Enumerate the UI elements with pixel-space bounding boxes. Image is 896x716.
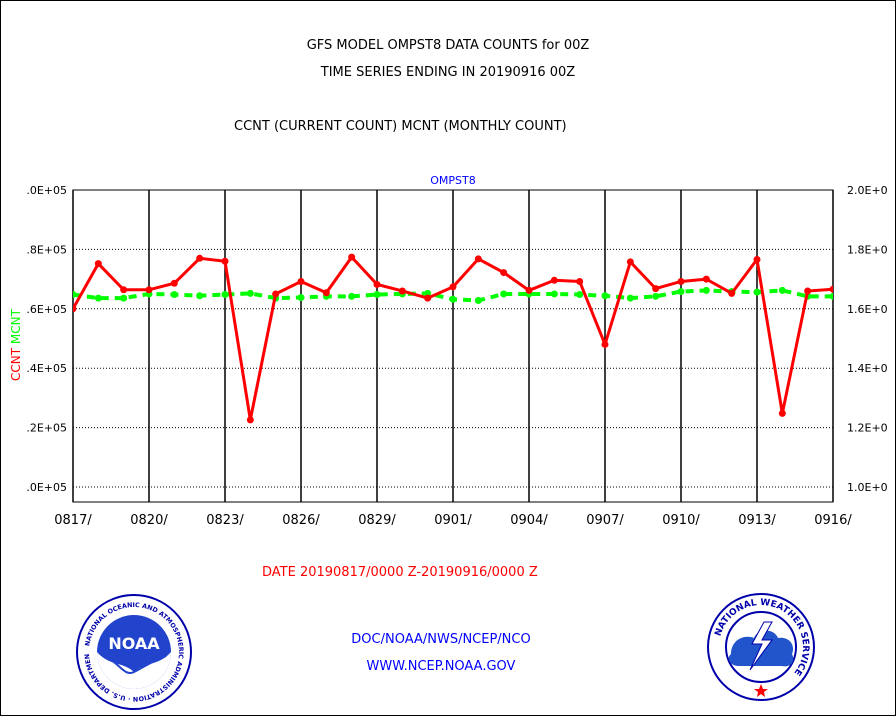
data-point-ccnt (120, 286, 128, 294)
star-icon (754, 684, 768, 697)
data-point-ccnt (373, 280, 381, 288)
noaa-logo-text: NOAA (108, 634, 160, 653)
x-tick-label: 0910/ (662, 513, 700, 528)
x-tick-label: 0817/ (54, 513, 92, 528)
y-tick-label-left: .2E+05 (26, 422, 67, 435)
data-point-mcnt (348, 292, 356, 300)
data-point-ccnt (500, 269, 508, 277)
x-tick-label: 0820/ (130, 513, 168, 528)
x-tick-label: 0829/ (358, 513, 396, 528)
data-point-ccnt (246, 416, 254, 424)
data-point-mcnt (702, 286, 710, 294)
data-point-ccnt (322, 289, 330, 297)
y-tick-label-left: .4E+05 (26, 362, 67, 375)
panel-label: OMPST8 (430, 174, 475, 187)
data-point-mcnt (373, 291, 381, 299)
y-tick-label-right: 1.4E+0 (847, 362, 888, 375)
x-tick-label: 0913/ (738, 513, 776, 528)
data-point-ccnt (652, 285, 660, 293)
data-point-ccnt (778, 409, 786, 417)
data-point-ccnt (474, 255, 482, 263)
y-tick-label-left: .0E+05 (26, 184, 67, 197)
data-point-mcnt (829, 292, 833, 300)
x-tick-label: 0907/ (586, 513, 624, 528)
data-point-mcnt (449, 295, 457, 303)
data-point-mcnt (778, 286, 786, 294)
data-point-mcnt (474, 296, 482, 304)
x-tick-label: 0904/ (510, 513, 548, 528)
data-point-ccnt (550, 276, 558, 284)
data-point-mcnt (196, 292, 204, 300)
y-tick-label-left: .8E+05 (26, 243, 67, 256)
data-point-ccnt (145, 286, 153, 294)
data-point-mcnt (601, 292, 609, 300)
y-tick-label-right: 1.8E+0 (847, 243, 888, 256)
data-point-ccnt (196, 254, 204, 262)
data-point-ccnt (677, 277, 685, 285)
data-point-mcnt (170, 291, 178, 299)
data-point-ccnt (73, 305, 77, 313)
data-point-mcnt (297, 294, 305, 302)
x-tick-label: 0901/ (434, 513, 472, 528)
nws-logo: NATIONAL WEATHER SERVICE (707, 593, 815, 701)
footer-url[interactable]: WWW.NCEP.NOAA.GOV (366, 659, 516, 674)
x-tick-label: 0823/ (206, 513, 244, 528)
data-point-mcnt (73, 291, 77, 299)
y-axis-label-mcnt: MCNT (9, 308, 23, 344)
x-tick-label: 0826/ (282, 513, 320, 528)
data-point-ccnt (94, 260, 102, 268)
data-point-mcnt (677, 288, 685, 296)
chart-subtitle: CCNT (CURRENT COUNT) MCNT (MONTHLY COUNT… (234, 119, 567, 134)
data-point-ccnt (576, 277, 584, 285)
data-point-ccnt (728, 289, 736, 297)
x-tick-label: 0916/ (814, 513, 852, 528)
data-point-mcnt (246, 289, 254, 297)
footer-agency[interactable]: DOC/NOAA/NWS/NCEP/NCO (351, 632, 531, 647)
y-tick-label-right: 2.0E+0 (847, 184, 888, 197)
x-axis-label: DATE 20190817/0000 Z-20190916/0000 Z (262, 565, 538, 580)
data-point-ccnt (601, 340, 609, 348)
data-point-mcnt (626, 294, 634, 302)
data-point-mcnt (120, 294, 128, 302)
data-point-mcnt (753, 288, 761, 296)
data-point-ccnt (170, 279, 178, 287)
data-point-ccnt (525, 286, 533, 294)
data-point-ccnt (221, 257, 229, 265)
data-point-ccnt (702, 275, 710, 283)
noaa-logo: NOAA NATIONAL OCEANIC AND ATMOSPHERIC AD… (74, 592, 192, 710)
data-point-ccnt (297, 277, 305, 285)
data-point-ccnt (829, 285, 833, 293)
data-point-ccnt (398, 287, 406, 295)
data-point-ccnt (626, 258, 634, 266)
y-tick-label-left: .0E+05 (26, 481, 67, 494)
data-point-mcnt (550, 290, 558, 298)
y-axis-label-ccnt: CCNT (9, 344, 23, 381)
data-point-ccnt (449, 283, 457, 291)
data-point-ccnt (424, 294, 432, 302)
y-tick-label-right: 1.0E+0 (847, 481, 888, 494)
data-point-mcnt (500, 290, 508, 298)
data-point-mcnt (576, 291, 584, 299)
data-point-ccnt (753, 255, 761, 263)
data-point-ccnt (272, 290, 280, 298)
data-point-ccnt (804, 287, 812, 295)
y-axis-label: CCNT MCNT (9, 308, 23, 381)
data-point-mcnt (221, 291, 229, 299)
data-point-mcnt (94, 294, 102, 302)
y-tick-label-right: 1.6E+0 (847, 303, 888, 316)
data-point-ccnt (348, 253, 356, 261)
y-tick-label-left: .6E+05 (26, 303, 67, 316)
y-tick-label-right: 1.2E+0 (847, 422, 888, 435)
data-point-mcnt (652, 292, 660, 300)
chart-title: GFS MODEL OMPST8 DATA COUNTS for 00Z (306, 38, 590, 53)
chart-title-line2: TIME SERIES ENDING IN 20190916 00Z (320, 65, 576, 80)
